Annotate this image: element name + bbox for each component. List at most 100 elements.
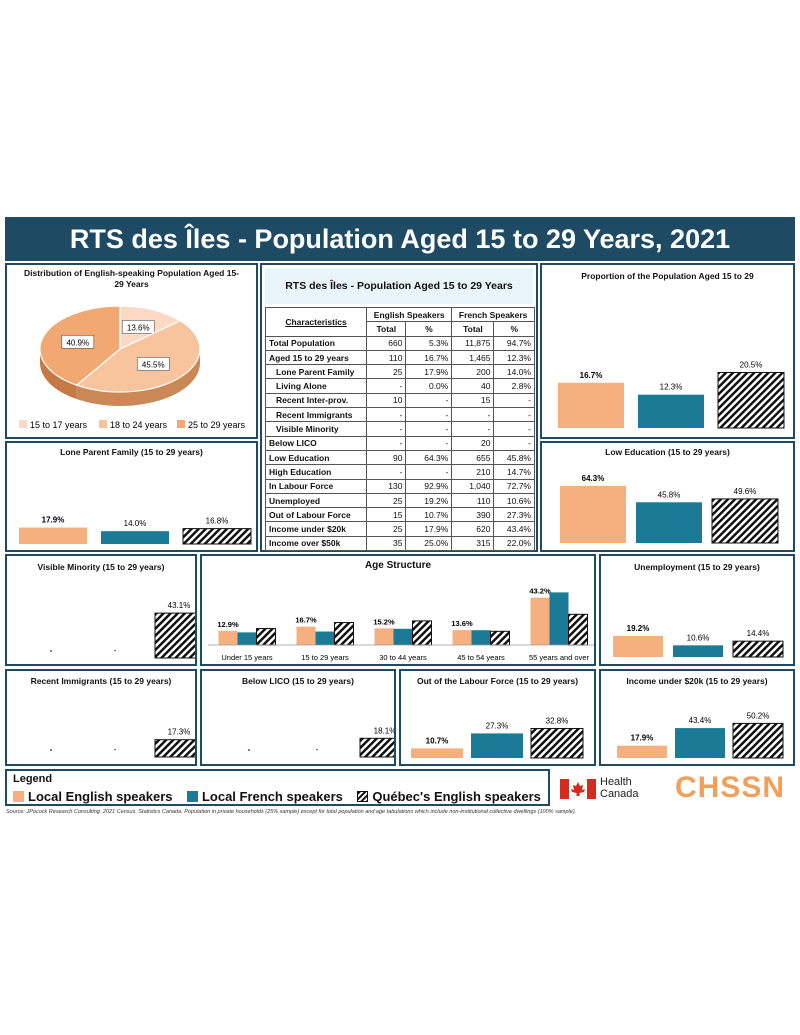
data-label: 49.6% — [734, 487, 757, 496]
bar-english — [296, 626, 316, 645]
low-education-panel: Low Education (15 to 29 years) 64.3% 45.8… — [540, 441, 795, 552]
bar-quebec — [154, 612, 195, 659]
cell-fr-total: 1,465 — [451, 349, 495, 366]
pie-label: 45.5% — [142, 360, 165, 369]
proportion-panel: Proportion of the Population Aged 15 to … — [540, 263, 795, 439]
income-chart: 17.9% 43.4% 50.2% — [617, 711, 784, 759]
source-note: Source: JPocock Research Consulting. 202… — [6, 809, 577, 815]
unemployment-title: Unemployment (15 to 29 years) — [634, 562, 760, 572]
cell-eng-pct: 25.0% — [405, 535, 453, 552]
cell-fr-pct: 10.6% — [493, 492, 535, 509]
bar-english — [19, 527, 87, 544]
cell-eng-pct: 0.0% — [405, 378, 453, 394]
out-labour-force-panel: Out of the Labour Force (15 to 29 years)… — [399, 669, 596, 766]
data-label: 43.1% — [168, 601, 191, 610]
category-label: Under 15 years — [221, 653, 273, 662]
cell-fr-pct: 94.7% — [493, 335, 535, 351]
bar-english — [617, 745, 667, 758]
data-label: 43.2% — [529, 587, 551, 596]
bar-english — [560, 485, 626, 543]
cell-eng-pct: 16.7% — [405, 349, 453, 366]
data-label: - — [114, 745, 117, 754]
data-label: - — [50, 646, 53, 655]
bar-quebec — [334, 622, 354, 646]
cell-eng-total: 25 — [366, 364, 407, 380]
table-title: RTS des Îles - Population Aged 15 to 29 … — [285, 280, 513, 292]
cell-fr-total: 390 — [451, 507, 495, 523]
legend-item-french: Local French speakers — [186, 789, 343, 804]
cell-eng-pct: - — [405, 407, 453, 423]
table-row: Low Education 90 64.3% 655 45.8% — [264, 449, 535, 466]
cell-eng-total: 15 — [366, 507, 407, 523]
table-title-box: RTS des Îles - Population Aged 15 to 29 … — [265, 268, 533, 304]
bar-quebec — [412, 620, 432, 646]
th-eng-total: Total — [366, 321, 407, 337]
bar-quebec — [530, 727, 584, 759]
pie-panel: Distribution of English-speaking Populat… — [5, 263, 258, 439]
cell-eng-pct: 5.3% — [405, 335, 453, 351]
table-row: Income under $20k 25 17.9% 620 43.4% — [264, 521, 535, 537]
cell-fr-total: 20 — [451, 435, 495, 451]
lone-parent-title: Lone Parent Family (15 to 29 years) — [60, 447, 203, 457]
bar-quebec — [359, 737, 394, 758]
table-row: Living Alone -0.0% 40 2.8% — [264, 378, 535, 394]
cell-fr-pct: 22.0% — [493, 535, 535, 552]
cell-fr-pct: - — [493, 392, 535, 409]
bar-french — [549, 592, 569, 645]
table-row: Out of Labour Force 15 10.7% 390 27.3% — [264, 507, 535, 523]
visible-minority-title: Visible Minority (15 to 29 years) — [37, 562, 165, 572]
data-label: 17.9% — [42, 516, 65, 525]
table-row: In Labour Force 130 92.9% 1,040 72.7% — [264, 478, 535, 494]
row-label: Living Alone — [264, 378, 368, 394]
cell-fr-pct: - — [493, 421, 535, 437]
row-label: Below LICO — [264, 435, 368, 451]
unemployment-panel: Unemployment (15 to 29 years) 19.2% 10.6%… — [599, 554, 795, 666]
cell-eng-pct: - — [405, 392, 453, 409]
cell-eng-pct: 17.9% — [405, 364, 453, 380]
legend-swatch-french — [186, 791, 198, 802]
pie-label: 40.9% — [66, 338, 89, 347]
legend-item-english: Local English speakers — [13, 789, 173, 804]
data-label: 10.7% — [426, 736, 449, 745]
row-label: Lone Parent Family — [264, 364, 368, 380]
cell-fr-total: 11,875 — [451, 335, 495, 351]
cell-fr-pct: 72.7% — [493, 478, 535, 494]
proportion-chart: 16.7% 12.3% 20.5% — [558, 360, 785, 429]
proportion-title: Proportion of the Population Aged 15 to … — [581, 271, 754, 281]
cell-eng-total: 25 — [366, 492, 407, 509]
data-label: 20.5% — [740, 360, 763, 369]
row-label: Income under $20k — [264, 521, 368, 537]
bar-french — [636, 502, 702, 543]
bar-quebec — [256, 628, 276, 646]
legend-swatch-quebec — [357, 791, 369, 802]
cell-eng-total: 130 — [366, 478, 407, 494]
row-label: Total Population — [264, 335, 368, 351]
out-labour-force-chart: 10.7% 27.3% 32.8% — [411, 716, 584, 759]
pie-label: 13.6% — [127, 323, 150, 332]
row-label: Income over $50k — [264, 535, 368, 552]
data-label: 16.7% — [580, 371, 603, 380]
age-structure-panel: Age Structure 12.9% Under 15 years 16.7% 15… — [200, 554, 596, 666]
pie-slice-2 — [75, 320, 201, 393]
cell-fr-pct: 12.3% — [493, 349, 535, 366]
data-table: Characteristics English Speakers French … — [264, 306, 535, 552]
th-eng-pct: % — [405, 321, 453, 337]
cell-fr-total: 200 — [451, 364, 495, 380]
data-label: - — [248, 745, 251, 754]
bar-quebec — [732, 722, 784, 759]
pie-legend-label-2: 18 to 24 years — [110, 420, 168, 430]
data-label: 43.4% — [689, 716, 712, 725]
row-label: In Labour Force — [264, 478, 368, 494]
bar-english — [613, 635, 663, 657]
income-panel: Income under $20k (15 to 29 years) 17.9%… — [599, 669, 795, 766]
data-label: 13.6% — [451, 619, 473, 628]
data-label: - — [114, 646, 117, 655]
cell-eng-total: 35 — [366, 535, 407, 552]
data-label: 14.0% — [124, 519, 147, 528]
data-label: 12.9% — [217, 620, 239, 629]
row-label: Aged 15 to 29 years — [264, 349, 368, 366]
recent-immigrants-title: Recent Immigrants (15 to 29 years) — [30, 676, 172, 686]
table-row: Unemployed 25 19.2% 110 10.6% — [264, 492, 535, 509]
cell-fr-pct: 27.3% — [493, 507, 535, 523]
pie-legend-swatch-3 — [177, 420, 185, 428]
